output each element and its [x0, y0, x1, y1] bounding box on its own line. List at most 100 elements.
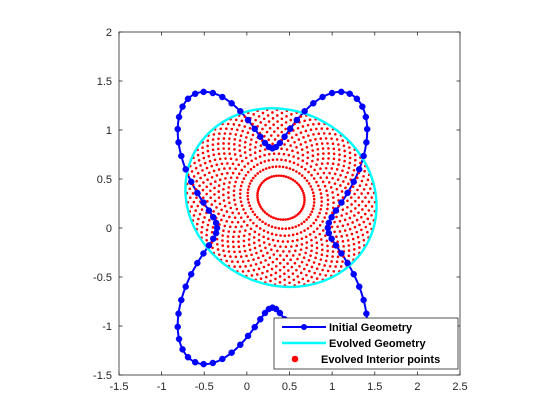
- interior-point: [282, 258, 286, 262]
- interior-point: [355, 230, 359, 234]
- interior-point: [369, 187, 372, 190]
- interior-point: [283, 234, 287, 237]
- interior-point: [228, 167, 232, 170]
- interior-point: [290, 136, 294, 139]
- interior-point: [246, 224, 249, 227]
- interior-point: [326, 269, 330, 273]
- interior-point: [291, 178, 295, 182]
- interior-point: [259, 249, 263, 253]
- interior-point: [274, 265, 278, 268]
- interior-point: [279, 254, 282, 257]
- interior-point: [285, 166, 288, 169]
- interior-point: [360, 228, 363, 232]
- interior-point: [267, 237, 270, 240]
- interior-point: [249, 168, 253, 171]
- interior-point: [267, 120, 271, 123]
- interior-point: [335, 215, 338, 219]
- interior-point: [288, 167, 292, 170]
- initial-geometry-marker: [257, 133, 264, 140]
- interior-point: [326, 162, 329, 165]
- interior-point: [233, 216, 237, 219]
- interior-point: [246, 170, 250, 174]
- interior-point: [303, 198, 306, 202]
- interior-point: [328, 132, 332, 135]
- interior-point: [343, 218, 347, 222]
- interior-point: [209, 182, 213, 186]
- x-tick-label: -1: [157, 381, 167, 393]
- interior-point: [216, 242, 219, 246]
- interior-point: [280, 147, 283, 151]
- interior-point: [274, 233, 278, 237]
- interior-point: [284, 175, 288, 178]
- interior-point: [258, 203, 261, 206]
- initial-geometry-marker: [261, 309, 269, 317]
- interior-point: [345, 234, 349, 237]
- interior-point: [272, 174, 276, 178]
- interior-point: [313, 271, 316, 275]
- interior-point: [339, 173, 342, 177]
- interior-point: [301, 125, 305, 128]
- interior-point: [316, 147, 320, 151]
- interior-point: [233, 138, 237, 141]
- interior-point: [262, 265, 266, 269]
- interior-point: [227, 191, 230, 194]
- initial-geometry-marker: [184, 353, 192, 361]
- interior-point: [255, 251, 258, 255]
- interior-point: [295, 214, 298, 217]
- interior-point: [192, 214, 196, 217]
- interior-point: [264, 123, 267, 127]
- interior-point: [344, 175, 348, 179]
- interior-point: [347, 249, 351, 252]
- interior-point: [248, 232, 251, 236]
- interior-point: [315, 241, 319, 245]
- interior-point: [287, 153, 291, 157]
- interior-point: [334, 265, 337, 268]
- interior-point: [282, 152, 286, 156]
- interior-point: [242, 234, 246, 238]
- interior-point: [256, 163, 259, 166]
- interior-point: [307, 215, 310, 219]
- interior-point: [303, 119, 306, 123]
- interior-point: [353, 214, 356, 217]
- interior-point: [188, 187, 192, 191]
- interior-point: [333, 220, 336, 224]
- interior-point: [270, 232, 274, 236]
- initial-geometry-marker: [212, 229, 220, 237]
- interior-point: [206, 149, 210, 153]
- initial-geometry-marker: [344, 259, 351, 267]
- interior-point: [256, 189, 260, 193]
- interior-point: [330, 225, 334, 229]
- interior-point: [213, 199, 217, 203]
- interior-point: [321, 268, 324, 272]
- interior-point: [346, 205, 349, 209]
- interior-point: [309, 185, 313, 188]
- interior-point: [243, 249, 247, 253]
- initial-geometry-marker: [209, 359, 217, 367]
- interior-point: [272, 253, 276, 256]
- interior-point: [357, 211, 360, 215]
- interior-point: [237, 163, 241, 167]
- interior-point: [206, 223, 210, 227]
- interior-point: [300, 222, 303, 225]
- interior-point: [326, 207, 329, 211]
- legend-label: Evolved Geometry: [329, 338, 426, 350]
- interior-point: [318, 211, 321, 215]
- interior-point: [279, 245, 282, 248]
- interior-point: [315, 180, 318, 184]
- interior-point: [304, 235, 308, 239]
- legend-interior-marker: [291, 355, 299, 363]
- interior-point: [302, 256, 306, 259]
- legend: Initial Geometry Evolved Geometry Evolved …: [273, 317, 459, 370]
- interior-point: [274, 226, 277, 229]
- interior-point: [366, 191, 370, 195]
- interior-point: [293, 140, 296, 144]
- interior-point: [317, 184, 320, 188]
- interior-point: [242, 220, 246, 223]
- interior-point: [343, 159, 346, 163]
- interior-point: [320, 204, 323, 207]
- interior-point: [207, 154, 211, 158]
- interior-point: [310, 244, 314, 247]
- interior-point: [314, 137, 317, 141]
- interior-point: [263, 134, 266, 138]
- interior-point: [310, 144, 314, 147]
